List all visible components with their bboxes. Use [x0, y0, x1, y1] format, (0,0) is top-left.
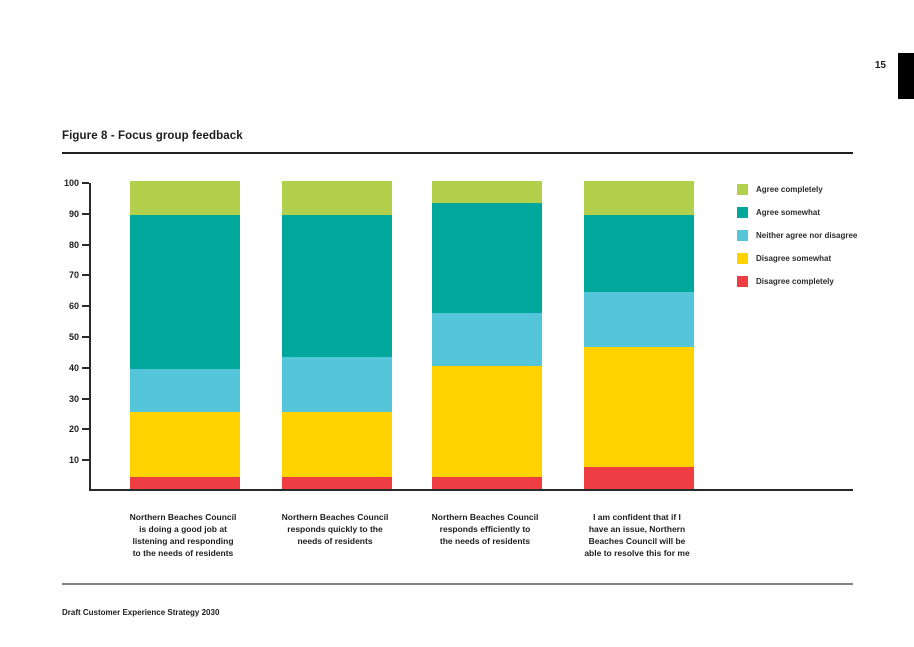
y-tick-mark: [82, 428, 89, 431]
bar-segment-agree-somewhat: [130, 214, 240, 369]
y-tick-label: 40: [68, 362, 79, 373]
y-tick-label: 100: [63, 178, 79, 188]
legend-swatch: [737, 207, 748, 218]
category-label: Northern Beaches Council responds efficie…: [431, 512, 539, 546]
bar-segment-agree-completely: [432, 181, 542, 203]
page-number: 15: [874, 60, 886, 71]
bar-segment-neither-agree-nor-disagree: [282, 356, 392, 413]
legend-item: Agree somewhat: [737, 207, 857, 218]
bar-segment-agree-completely: [584, 181, 694, 215]
legend-label: Neither agree nor disagree: [756, 231, 858, 240]
figure-title: Figure 8 - Focus group feedback: [62, 130, 243, 142]
legend-swatch: [737, 276, 748, 287]
bar-segment-neither-agree-nor-disagree: [584, 291, 694, 348]
bar-segment-agree-completely: [130, 181, 240, 215]
bar-segment-agree-completely: [282, 181, 392, 215]
stacked-bar: [130, 181, 240, 489]
y-tick-mark: [82, 274, 89, 277]
y-tick-label: 80: [68, 239, 79, 250]
page-edge-tab: [898, 53, 914, 99]
stacked-bar: [584, 181, 694, 489]
y-tick-mark: [82, 336, 89, 338]
bar-segment-agree-somewhat: [432, 202, 542, 314]
bar-segment-disagree-somewhat: [130, 412, 240, 477]
title-rule: [62, 152, 853, 154]
bar-segment-disagree-completely: [584, 467, 694, 489]
bar-segment-disagree-completely: [130, 476, 240, 489]
legend-label: Disagree somewhat: [756, 254, 832, 263]
y-tick-label: 30: [68, 393, 79, 404]
y-tick-label: 70: [68, 270, 79, 281]
y-tick-mark: [82, 243, 89, 246]
legend-label: Agree somewhat: [756, 208, 821, 217]
legend-label: Agree completely: [756, 185, 823, 194]
legend-swatch: [737, 184, 748, 195]
x-axis-labels: Northern Beaches Council is doing a good …: [89, 511, 853, 571]
bar-segment-neither-agree-nor-disagree: [130, 368, 240, 413]
y-tick-label: 90: [68, 208, 79, 219]
bar-segment-disagree-completely: [432, 476, 542, 489]
bar-segment-disagree-somewhat: [432, 365, 542, 477]
category-label: Northern Beaches Council is doing a good …: [129, 512, 237, 558]
legend-swatch: [737, 253, 748, 264]
legend-item: Disagree somewhat: [737, 253, 857, 264]
legend-swatch: [737, 230, 748, 241]
plot-area: 10 20 30 40 50 60 70 80 90 100: [64, 178, 853, 491]
category-label: Northern Beaches Council responds quickly…: [281, 512, 389, 546]
y-tick-label: 50: [68, 332, 79, 342]
y-tick-label: 10: [68, 455, 79, 466]
y-tick-mark: [82, 366, 89, 369]
stacked-bar: [282, 181, 392, 489]
y-tick-mark: [82, 182, 89, 184]
footer-rule: [62, 583, 853, 585]
y-tick-label: 60: [68, 301, 79, 312]
legend-item: Agree completely: [737, 184, 857, 195]
chart-legend: Agree completely Agree somewhat Neither ag…: [737, 184, 857, 299]
legend-item: Neither agree nor disagree: [737, 230, 857, 241]
bar-segment-disagree-completely: [282, 476, 392, 489]
y-tick-label: 20: [68, 424, 79, 435]
bar-segment-neither-agree-nor-disagree: [432, 313, 542, 366]
legend-label: Disagree completely: [756, 277, 834, 286]
bar-segment-disagree-somewhat: [282, 412, 392, 477]
y-tick-mark: [82, 459, 89, 462]
stacked-bar: [432, 181, 542, 489]
y-tick-mark: [82, 305, 89, 308]
footer-text: Draft Customer Experience Strategy 2030: [62, 608, 220, 617]
y-tick-mark: [82, 212, 89, 215]
legend-item: Disagree completely: [737, 276, 857, 287]
bar-segment-disagree-somewhat: [584, 347, 694, 468]
bar-segment-agree-somewhat: [584, 214, 694, 292]
y-tick-mark: [82, 397, 89, 400]
bar-segment-agree-somewhat: [282, 214, 392, 357]
